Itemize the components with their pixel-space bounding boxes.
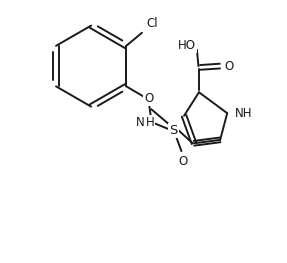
Text: S: S — [169, 124, 178, 137]
Text: H: H — [146, 116, 154, 129]
Text: O: O — [178, 155, 187, 168]
Text: O: O — [144, 92, 153, 105]
Text: HO: HO — [178, 39, 195, 52]
Text: O: O — [224, 60, 234, 73]
Text: N: N — [135, 116, 144, 129]
Text: Cl: Cl — [146, 17, 158, 30]
Text: NH: NH — [235, 107, 253, 120]
